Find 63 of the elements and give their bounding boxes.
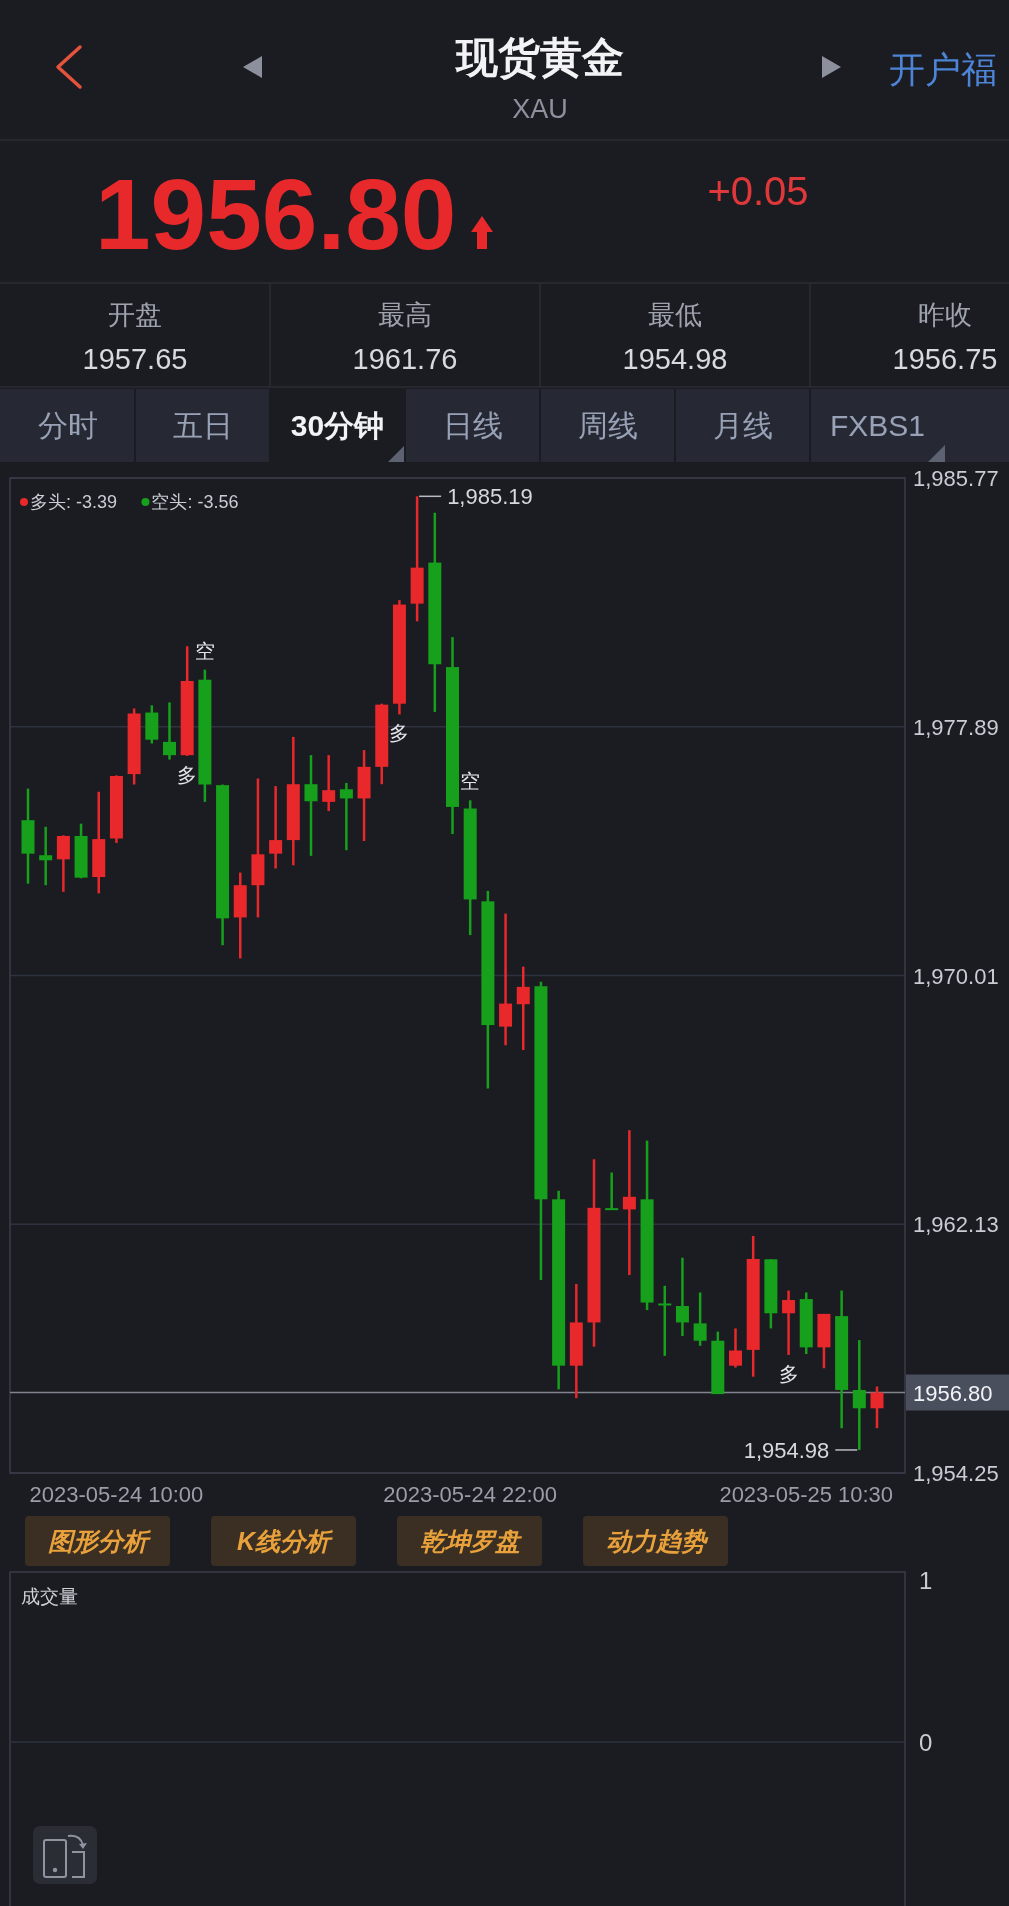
candlestick bbox=[675, 1256, 689, 1338]
annotation: 空 bbox=[194, 639, 215, 662]
y-tick-label: 1,985.77 bbox=[913, 465, 999, 491]
y-tick-label: 1,962.13 bbox=[913, 1211, 999, 1237]
candlestick bbox=[622, 1128, 636, 1277]
text: 1 bbox=[919, 1566, 933, 1594]
y-tick-label: 1,970.01 bbox=[913, 963, 999, 988]
x-tick-label: 2023-05-24 10:00 bbox=[29, 1481, 204, 1507]
text: 1956.80 bbox=[95, 158, 457, 270]
text: +0.05 bbox=[707, 169, 809, 213]
text: 分时 bbox=[37, 408, 98, 442]
text: 乾坤罗盘 bbox=[419, 1527, 522, 1555]
text: 昨收 bbox=[918, 300, 972, 330]
text: 月线 bbox=[712, 408, 773, 442]
annotation: 多 bbox=[778, 1362, 799, 1385]
annotation: 空头: -3.56 bbox=[151, 492, 239, 512]
candlestick bbox=[870, 1385, 884, 1430]
text: K线分析 bbox=[236, 1527, 334, 1555]
candlestick bbox=[39, 825, 53, 887]
annotation: 1,985.19 bbox=[447, 483, 533, 509]
candlestick bbox=[516, 965, 530, 1052]
candlestick bbox=[605, 1171, 619, 1211]
text: 成交量 bbox=[21, 1585, 78, 1607]
candlestick bbox=[304, 753, 318, 858]
text: 开盘 bbox=[108, 300, 162, 330]
candlestick bbox=[499, 912, 513, 1047]
annotation: 多 bbox=[389, 722, 410, 745]
text: 0 bbox=[919, 1728, 933, 1756]
candlestick bbox=[852, 1338, 866, 1452]
candlestick bbox=[163, 701, 176, 761]
text: 图形分析 bbox=[47, 1527, 151, 1555]
text: 五日 bbox=[172, 408, 233, 442]
candlestick bbox=[693, 1291, 707, 1348]
ref-line-label: 1956.80 bbox=[913, 1380, 993, 1405]
text: XAU bbox=[512, 94, 568, 124]
text: 1956.75 bbox=[892, 343, 998, 375]
text: 最高 bbox=[378, 300, 432, 330]
annotation: 1,954.98 bbox=[743, 1437, 830, 1463]
candlestick bbox=[339, 781, 353, 852]
x-tick-label: 2023-05-25 10:30 bbox=[719, 1481, 894, 1507]
candlestick bbox=[269, 784, 283, 870]
text: 周线 bbox=[577, 408, 638, 442]
annotation: 多 bbox=[177, 763, 198, 786]
x-tick-label: 2023-05-24 22:00 bbox=[383, 1481, 558, 1507]
y-tick-label: 1,954.25 bbox=[913, 1460, 999, 1486]
candlestick bbox=[729, 1327, 742, 1369]
text: 1954.98 bbox=[622, 343, 728, 375]
annotation: 空 bbox=[460, 770, 481, 793]
candlestick bbox=[322, 753, 336, 813]
text: 日线 bbox=[442, 408, 503, 442]
text: FXBS1 bbox=[829, 408, 926, 442]
text: 最低 bbox=[648, 300, 702, 330]
candlestick bbox=[658, 1284, 672, 1358]
text: 现货黄金 bbox=[454, 33, 624, 81]
text: 开户福 bbox=[889, 48, 997, 90]
y-tick-label: 1,977.89 bbox=[913, 714, 999, 740]
annotation: 多头: -3.39 bbox=[30, 492, 118, 512]
text: 动力趋势 bbox=[605, 1527, 709, 1555]
text: 1961.76 bbox=[352, 343, 458, 375]
text: 30分钟 bbox=[290, 408, 385, 442]
text: 1957.65 bbox=[82, 343, 188, 375]
candlestick bbox=[56, 834, 70, 894]
candlestick bbox=[782, 1289, 796, 1357]
